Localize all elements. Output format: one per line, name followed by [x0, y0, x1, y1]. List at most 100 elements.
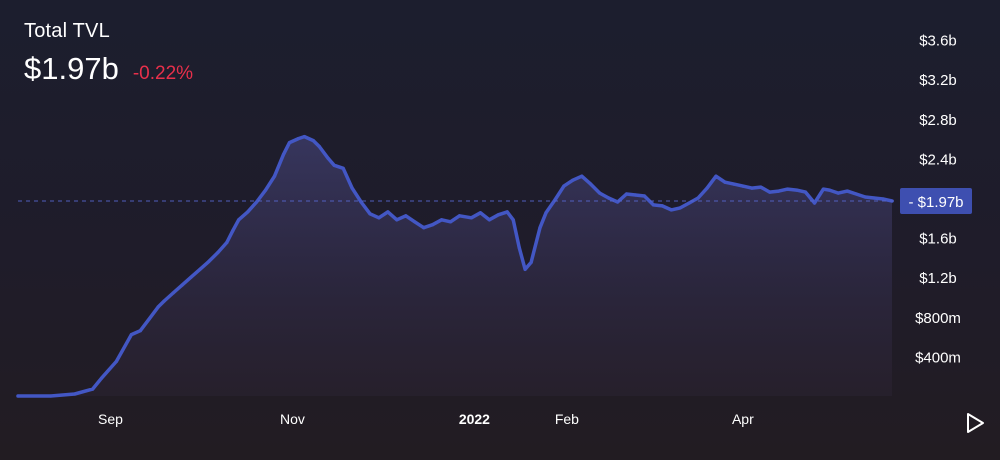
- play-icon: [967, 413, 984, 433]
- data-point: [624, 192, 629, 196]
- y-tick-label: $1.2b: [919, 270, 957, 287]
- data-point: [317, 144, 321, 149]
- data-point: [523, 267, 527, 271]
- data-point: [422, 226, 426, 230]
- play-button[interactable]: [962, 410, 988, 436]
- x-tick-label: Apr: [732, 411, 754, 427]
- data-point: [129, 333, 133, 337]
- data-point: [114, 359, 118, 363]
- data-point: [73, 392, 77, 396]
- data-point: [189, 275, 193, 279]
- y-tick-label: $2.4b: [919, 151, 957, 168]
- data-point: [341, 166, 345, 170]
- data-point: [147, 317, 151, 321]
- data-point: [156, 305, 160, 309]
- data-point: [705, 186, 709, 190]
- data-point: [296, 137, 300, 141]
- current-value-marker: - $1.97b: [18, 187, 972, 214]
- data-point: [171, 291, 175, 295]
- data-point: [404, 214, 408, 218]
- y-tick-label: $3.6b: [919, 33, 957, 50]
- data-point: [687, 201, 691, 205]
- data-point: [660, 204, 664, 208]
- data-point: [138, 329, 142, 333]
- data-point: [872, 196, 876, 200]
- x-axis: Sep Nov 2022 Feb Apr: [98, 411, 754, 427]
- chart-title: Total TVL: [24, 20, 110, 42]
- data-point: [678, 206, 682, 210]
- series-area: [18, 136, 892, 396]
- data-point: [272, 174, 277, 178]
- data-point: [99, 376, 104, 380]
- data-point: [377, 216, 381, 220]
- chart-header: Total TVL $1.97b -0.22%: [24, 20, 193, 87]
- data-point: [216, 250, 220, 255]
- data-point: [821, 187, 826, 191]
- data-point: [264, 188, 268, 192]
- data-point: [440, 218, 444, 222]
- data-point: [487, 218, 491, 222]
- data-point: [287, 141, 292, 145]
- data-point: [457, 214, 462, 218]
- data-point: [162, 299, 166, 303]
- data-point: [651, 203, 656, 207]
- data-point: [517, 245, 521, 250]
- x-tick-label: Nov: [280, 411, 305, 427]
- data-point: [180, 283, 184, 287]
- data-point: [16, 394, 20, 398]
- value-row: $1.97b -0.22%: [24, 51, 193, 87]
- data-point: [198, 267, 202, 271]
- data-point: [469, 216, 473, 220]
- data-point: [448, 220, 453, 224]
- data-point: [732, 182, 736, 186]
- data-point: [768, 190, 772, 194]
- data-point: [255, 200, 259, 204]
- plot-area: [16, 134, 894, 398]
- data-point: [642, 194, 647, 198]
- data-point: [633, 193, 638, 197]
- data-point: [750, 186, 754, 190]
- data-point: [478, 211, 482, 215]
- data-point: [836, 191, 840, 195]
- data-point: [225, 240, 229, 245]
- data-point: [529, 260, 533, 264]
- data-point: [311, 139, 315, 143]
- data-point: [544, 211, 548, 215]
- data-point: [669, 208, 673, 212]
- data-point: [571, 178, 575, 182]
- data-point: [786, 187, 790, 191]
- y-axis: $400m $800m $1.2b $1.6b $2.4b $2.8b $3.2b $3.6b: [915, 33, 961, 367]
- data-point: [505, 210, 509, 214]
- data-point: [332, 163, 336, 167]
- x-tick-label: Feb: [555, 411, 579, 427]
- current-value-label: - $1.97b: [908, 194, 963, 211]
- tvl-change-percent: -0.22%: [132, 63, 194, 84]
- data-point: [237, 218, 241, 222]
- data-point: [350, 186, 354, 190]
- data-point: [845, 189, 849, 193]
- data-point: [580, 174, 584, 178]
- data-point: [326, 156, 330, 160]
- data-point: [368, 212, 372, 216]
- data-point: [91, 387, 95, 391]
- data-point: [538, 226, 542, 230]
- data-point: [562, 184, 566, 188]
- data-point: [881, 197, 885, 201]
- data-point: [413, 220, 417, 224]
- data-point: [714, 174, 718, 178]
- data-point: [302, 135, 306, 139]
- data-point: [741, 184, 745, 188]
- data-point: [281, 152, 286, 156]
- y-tick-label: $3.2b: [919, 72, 957, 89]
- data-point: [607, 196, 611, 200]
- x-tick-label: Sep: [98, 411, 123, 427]
- data-point: [395, 218, 399, 222]
- data-point: [359, 200, 363, 204]
- data-point: [803, 190, 808, 194]
- data-point: [854, 192, 858, 196]
- y-tick-label: $400m: [915, 349, 961, 366]
- current-tvl-value: $1.97b: [24, 51, 119, 86]
- data-point: [598, 191, 602, 195]
